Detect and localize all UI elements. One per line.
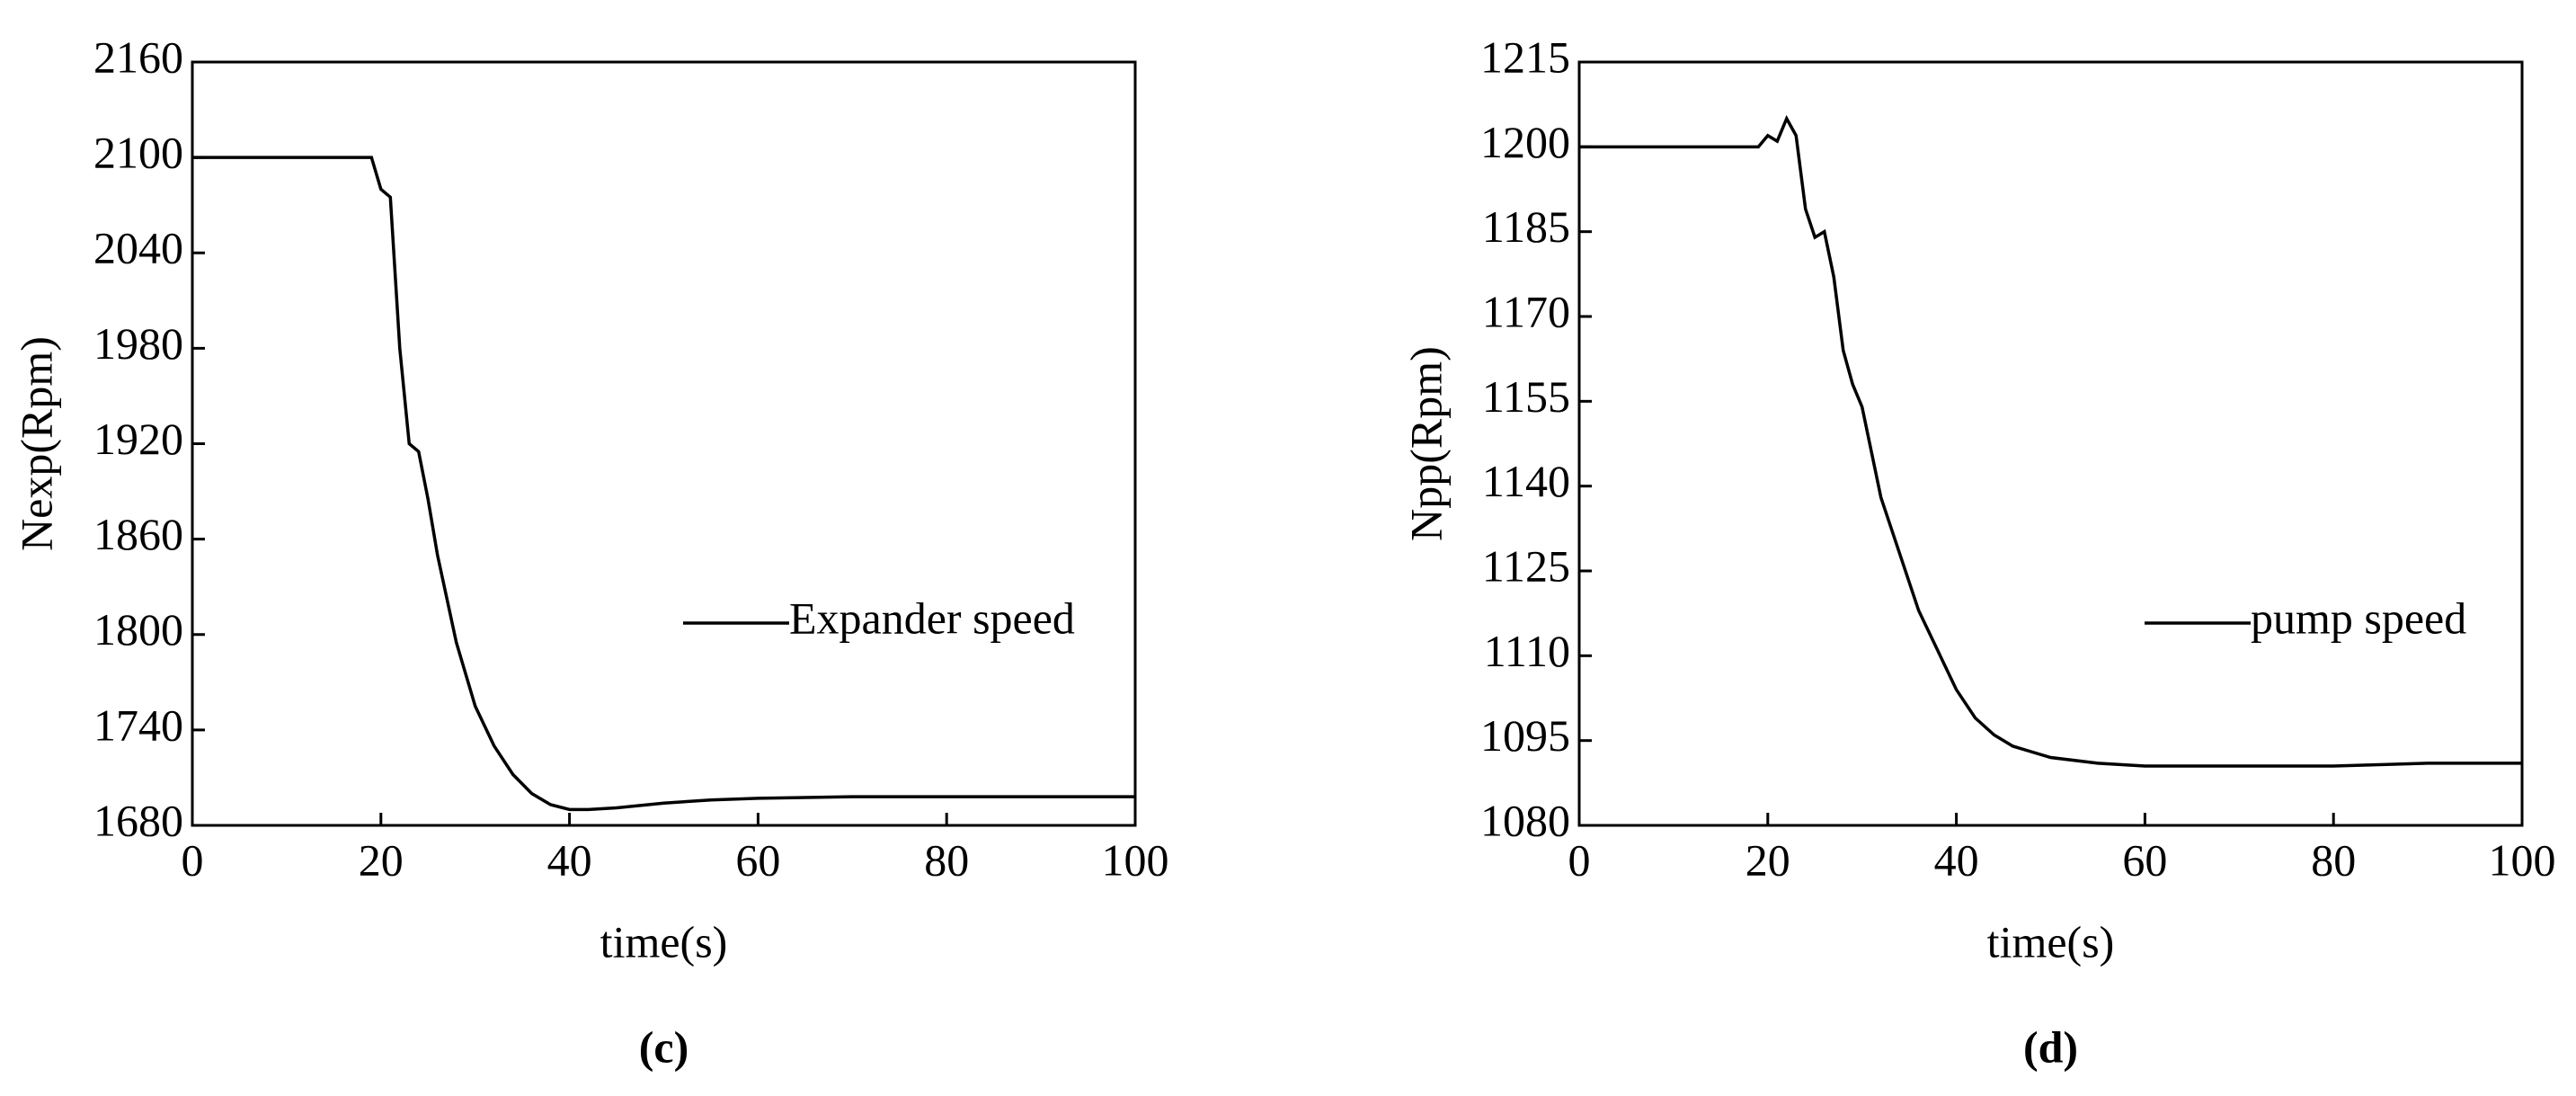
y-tick-label: 1860 bbox=[93, 509, 183, 559]
y-tick-label: 1740 bbox=[93, 699, 183, 750]
y-tick-label: 1140 bbox=[1482, 456, 1570, 506]
y-tick-label: 1980 bbox=[93, 318, 183, 369]
y-tick-label: 1215 bbox=[1480, 31, 1570, 82]
x-tick-label: 80 bbox=[2311, 834, 2356, 885]
data-line bbox=[192, 156, 1135, 812]
legend-label: pump speed bbox=[2251, 593, 2466, 643]
y-tick-label: 1110 bbox=[1484, 626, 1570, 676]
x-tick-label: 0 bbox=[1568, 834, 1591, 885]
y-tick-label: 1125 bbox=[1482, 540, 1570, 591]
x-tick-label: 80 bbox=[924, 834, 969, 885]
y-tick-label: 2160 bbox=[93, 31, 183, 82]
plot-frame bbox=[1577, 60, 2524, 827]
data-line bbox=[1579, 114, 2522, 768]
panel-caption: (c) bbox=[639, 1021, 689, 1072]
x-tick-label: 40 bbox=[1934, 834, 1979, 885]
y-tick-label: 2100 bbox=[93, 128, 183, 178]
y-axis-title: Npp(Rpm) bbox=[1400, 346, 1451, 541]
legend-label: Expander speed bbox=[789, 593, 1075, 643]
x-tick-label: 20 bbox=[359, 834, 404, 885]
x-tick-label: 0 bbox=[182, 834, 204, 885]
y-tick-label: 1800 bbox=[93, 604, 183, 655]
x-axis-title: time(s) bbox=[600, 916, 728, 967]
x-tick-label: 60 bbox=[2122, 834, 2167, 885]
x-tick-label: 60 bbox=[735, 834, 780, 885]
panel-caption: (d) bbox=[2023, 1021, 2078, 1072]
y-tick-label: 1185 bbox=[1482, 201, 1570, 252]
y-tick-label: 1920 bbox=[93, 414, 183, 464]
y-tick-label: 1155 bbox=[1482, 371, 1570, 422]
y-tick-label: 1680 bbox=[93, 795, 183, 845]
x-tick-label: 100 bbox=[2489, 834, 2556, 885]
y-tick-label: 1095 bbox=[1480, 710, 1570, 761]
y-axis-title: Nexp(Rpm) bbox=[11, 336, 61, 551]
y-tick-label: 1080 bbox=[1480, 795, 1570, 845]
plot-frame bbox=[191, 60, 1137, 827]
x-tick-label: 40 bbox=[547, 834, 592, 885]
x-tick-label: 20 bbox=[1745, 834, 1790, 885]
y-tick-label: 2040 bbox=[93, 223, 183, 273]
x-axis-title: time(s) bbox=[1987, 916, 2115, 967]
x-tick-label: 100 bbox=[1102, 834, 1169, 885]
y-tick-label: 1200 bbox=[1480, 117, 1570, 167]
y-tick-label: 1170 bbox=[1482, 286, 1570, 336]
